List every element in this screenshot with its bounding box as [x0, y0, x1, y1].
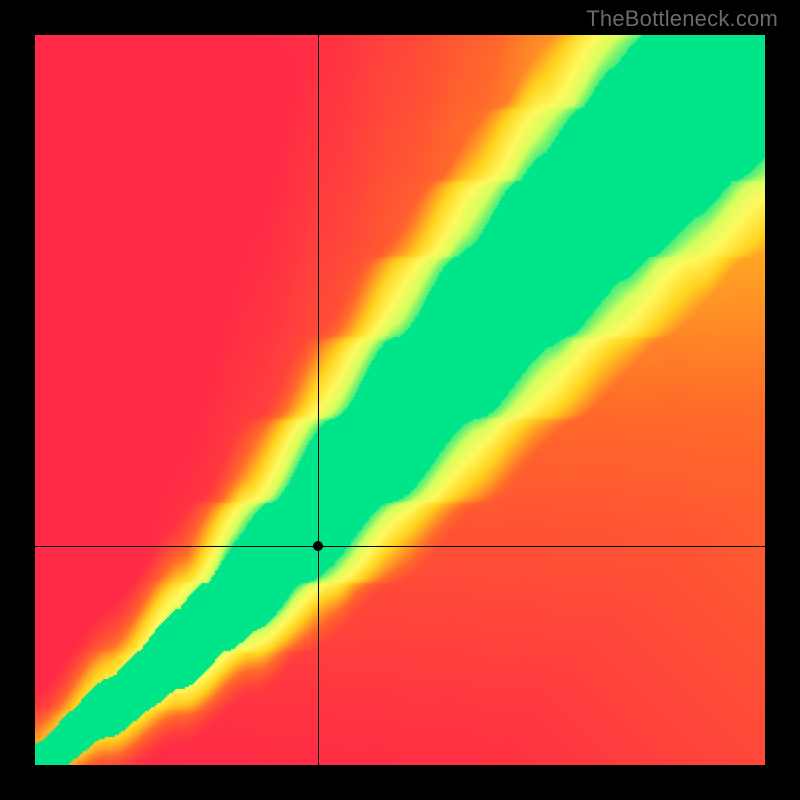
watermark-text: TheBottleneck.com — [586, 6, 778, 32]
chart-container: TheBottleneck.com — [0, 0, 800, 800]
crosshair-marker — [313, 541, 323, 551]
heatmap-canvas — [35, 35, 765, 765]
crosshair-vertical — [318, 35, 319, 765]
crosshair-horizontal — [35, 546, 765, 547]
plot-area — [35, 35, 765, 765]
